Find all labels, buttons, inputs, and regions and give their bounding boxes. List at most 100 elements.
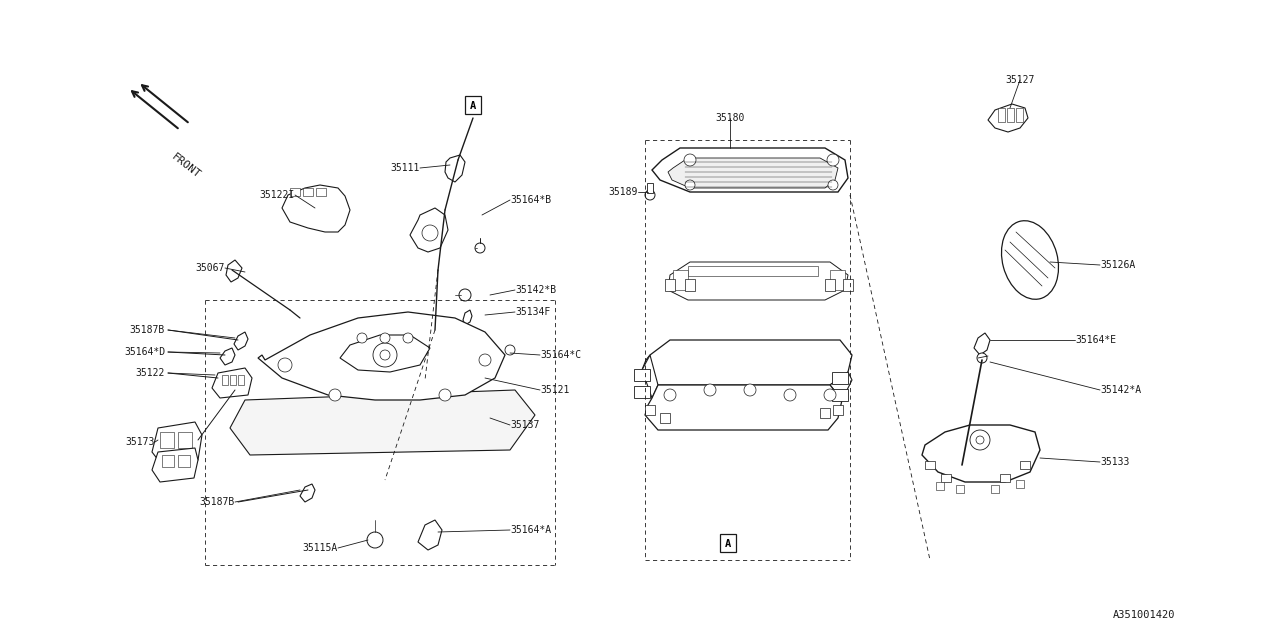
Bar [941,474,951,482]
Text: 35187B: 35187B [200,497,236,507]
Circle shape [824,389,836,401]
Text: 35115A: 35115A [303,543,338,553]
Text: 35111: 35111 [390,163,420,173]
Circle shape [479,354,492,366]
Text: 35122I: 35122I [260,190,294,200]
Polygon shape [152,448,198,482]
Bar [998,108,1005,122]
Text: A: A [470,101,476,111]
Circle shape [329,389,340,401]
Polygon shape [152,422,202,465]
Circle shape [506,345,515,355]
Bar [221,375,228,385]
Text: 35164*A: 35164*A [509,525,552,535]
Circle shape [367,532,383,548]
Polygon shape [988,104,1028,132]
Bar [832,372,849,384]
Circle shape [977,436,984,444]
Bar [660,413,669,423]
Polygon shape [340,335,430,372]
Polygon shape [974,333,989,355]
Polygon shape [160,432,174,448]
Polygon shape [282,185,349,232]
Polygon shape [178,432,192,448]
Circle shape [970,430,989,450]
Bar [634,369,650,381]
Bar [646,183,653,193]
Text: 35133: 35133 [1100,457,1129,467]
Polygon shape [668,158,838,188]
Bar [844,279,852,291]
Text: 35121: 35121 [540,385,570,395]
Polygon shape [300,484,315,502]
Bar [666,279,675,291]
Circle shape [475,243,485,253]
Bar [925,461,934,469]
Circle shape [828,180,838,190]
Text: 35142*A: 35142*A [1100,385,1142,395]
Text: FRONT: FRONT [170,152,202,180]
Circle shape [783,389,796,401]
Bar [936,482,945,490]
Bar [645,405,655,415]
Circle shape [827,154,838,166]
Bar [465,96,481,114]
Bar [721,534,736,552]
Bar [230,375,236,385]
Text: 35137: 35137 [509,420,539,430]
Bar [833,405,844,415]
Text: 35127: 35127 [1005,75,1034,85]
Bar [1016,480,1024,488]
Polygon shape [227,260,242,282]
Text: 35122: 35122 [136,368,165,378]
Text: 35067: 35067 [196,263,225,273]
Circle shape [380,333,390,343]
Text: 35189: 35189 [608,187,637,197]
Bar [689,266,818,276]
Bar [163,455,174,467]
Circle shape [684,154,696,166]
Circle shape [278,358,292,372]
Text: 35173: 35173 [125,437,155,447]
Polygon shape [230,390,535,455]
Polygon shape [643,355,658,398]
Text: 35142*B: 35142*B [515,285,556,295]
Bar [316,188,326,196]
Circle shape [460,289,471,301]
Bar [956,485,964,493]
Polygon shape [645,385,842,430]
Bar [238,375,244,385]
Ellipse shape [1001,221,1059,300]
Polygon shape [445,155,465,182]
Polygon shape [419,520,442,550]
Bar [829,270,845,290]
Polygon shape [212,368,252,398]
Text: 35180: 35180 [716,113,745,123]
Polygon shape [829,372,852,400]
Text: 35164*E: 35164*E [1075,335,1116,345]
Bar [991,485,998,493]
Polygon shape [922,425,1039,482]
Polygon shape [410,208,448,252]
Text: 35126A: 35126A [1100,260,1135,270]
Text: 35164*B: 35164*B [509,195,552,205]
Bar [634,386,650,398]
Circle shape [685,180,695,190]
Polygon shape [234,332,248,350]
Circle shape [380,350,390,360]
Bar [1007,108,1014,122]
Polygon shape [668,262,849,300]
Bar [1016,108,1023,122]
Text: 35134F: 35134F [515,307,550,317]
Bar [832,389,849,401]
Text: A351001420: A351001420 [1112,610,1175,620]
Polygon shape [463,310,472,325]
Bar [673,270,689,290]
Bar [826,279,835,291]
Circle shape [977,353,987,363]
Circle shape [664,389,676,401]
Text: 35164*D: 35164*D [124,347,165,357]
Circle shape [422,225,438,241]
Text: 35164*C: 35164*C [540,350,581,360]
Circle shape [439,389,451,401]
